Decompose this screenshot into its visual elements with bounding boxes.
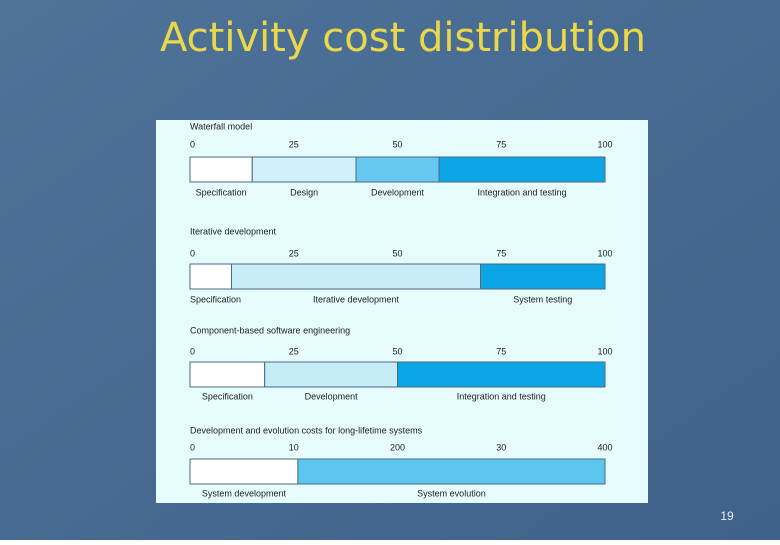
x-tick-label: 50 bbox=[392, 139, 402, 149]
x-tick-label: 100 bbox=[597, 346, 612, 356]
bar-segment bbox=[397, 361, 606, 388]
x-tick-label: 10 bbox=[289, 442, 299, 452]
bar-segment bbox=[438, 156, 606, 183]
x-tick-label: 75 bbox=[496, 346, 506, 356]
x-tick-label: 50 bbox=[392, 346, 402, 356]
segment-label: Development bbox=[305, 391, 359, 401]
x-tick-label: 100 bbox=[597, 139, 612, 149]
x-tick-label: 0 bbox=[190, 346, 195, 356]
bar-segment bbox=[189, 361, 266, 388]
segment-label: System testing bbox=[513, 294, 572, 304]
bar-segment bbox=[189, 156, 253, 183]
segment-label: Specification bbox=[190, 294, 241, 304]
x-tick-label: 75 bbox=[496, 248, 506, 258]
x-tick-label: 50 bbox=[392, 248, 402, 258]
x-tick-label: 25 bbox=[289, 248, 299, 258]
bar-segment bbox=[264, 361, 399, 388]
slide-title: Activity cost distribution bbox=[160, 15, 646, 61]
bar-segment bbox=[189, 263, 232, 290]
x-tick-label: 100 bbox=[597, 248, 612, 258]
chart-title: Component-based software engineering bbox=[190, 325, 350, 335]
x-tick-label: 30 bbox=[496, 442, 506, 452]
bar-segment bbox=[231, 263, 481, 290]
x-tick-label: 400 bbox=[597, 442, 612, 452]
segment-label: Development bbox=[371, 187, 425, 197]
segment-label: Iterative development bbox=[313, 294, 400, 304]
segment-label: Integration and testing bbox=[477, 187, 566, 197]
bar-segment bbox=[189, 458, 299, 485]
segment-label: Specification bbox=[202, 391, 253, 401]
x-tick-label: 0 bbox=[190, 139, 195, 149]
segment-label: System development bbox=[202, 488, 287, 498]
segment-label: Specification bbox=[196, 187, 247, 197]
segment-label: Integration and testing bbox=[457, 391, 546, 401]
bar-segment bbox=[297, 458, 606, 485]
segment-label: System evolution bbox=[417, 488, 486, 498]
figure-panel bbox=[156, 120, 648, 503]
x-tick-label: 75 bbox=[496, 139, 506, 149]
x-tick-label: 0 bbox=[190, 442, 195, 452]
chart-title: Waterfall model bbox=[190, 121, 252, 131]
chart-title: Iterative development bbox=[190, 226, 277, 236]
x-tick-label: 200 bbox=[390, 442, 405, 452]
bar-segment bbox=[251, 156, 357, 183]
x-tick-label: 25 bbox=[289, 139, 299, 149]
bar-segment bbox=[480, 263, 606, 290]
chart-title: Development and evolution costs for long… bbox=[190, 425, 423, 435]
segment-label: Design bbox=[290, 187, 318, 197]
x-tick-label: 25 bbox=[289, 346, 299, 356]
bar-segment bbox=[355, 156, 440, 183]
x-tick-label: 0 bbox=[190, 248, 195, 258]
page-number: 19 bbox=[720, 509, 734, 523]
